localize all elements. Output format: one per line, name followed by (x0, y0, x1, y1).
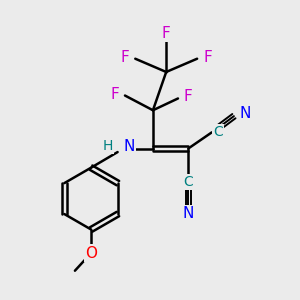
Text: C: C (183, 176, 193, 189)
Text: N: N (124, 139, 135, 154)
Text: C: C (213, 125, 223, 139)
Text: F: F (162, 26, 171, 41)
Text: F: F (183, 89, 192, 104)
Text: N: N (239, 106, 250, 121)
Text: O: O (85, 246, 97, 261)
Text: F: F (111, 87, 120, 102)
Text: F: F (120, 50, 129, 65)
Text: F: F (204, 50, 212, 65)
Text: N: N (183, 206, 194, 221)
Text: H: H (102, 139, 112, 153)
